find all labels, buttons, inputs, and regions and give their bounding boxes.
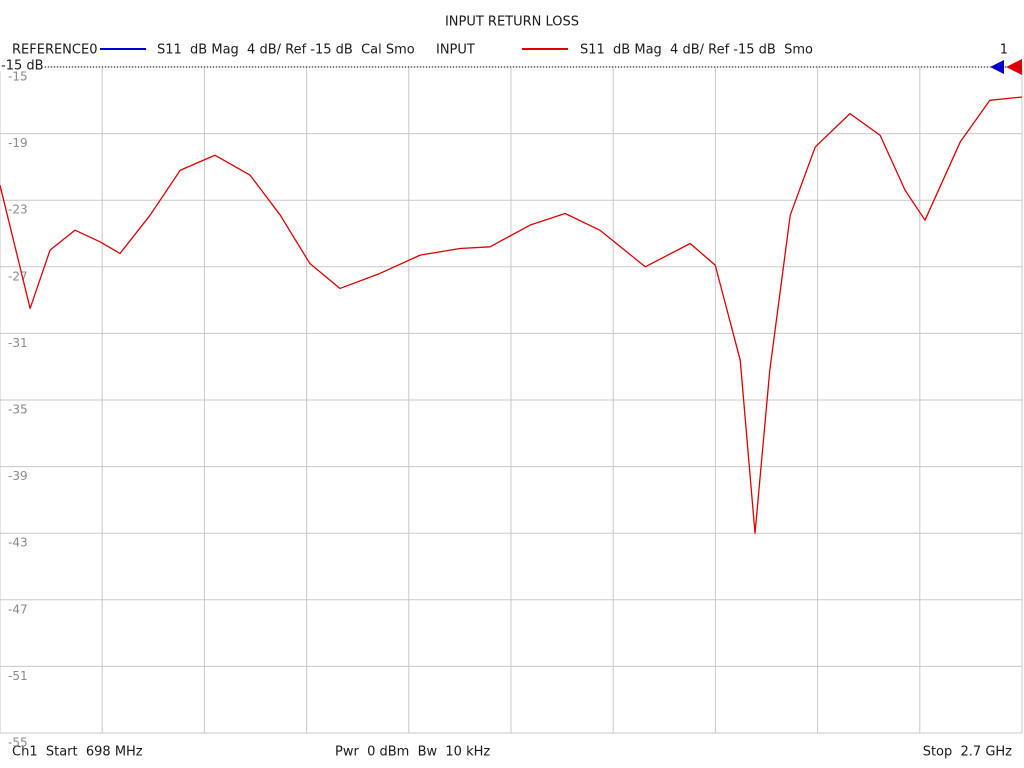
power-label: Pwr 0 dBm Bw 10 kHz: [335, 745, 490, 760]
stop-label: Stop 2.7 GHz: [923, 745, 1012, 760]
y-tick-label: -19: [8, 136, 28, 150]
y-tick-label: -15: [8, 70, 28, 84]
reference-marker: [1006, 59, 1022, 75]
start-label: Ch1 Start 698 MHz: [12, 745, 143, 760]
trace-number: 1: [1000, 43, 1008, 58]
legend-label: REFERENCE0: [12, 43, 97, 58]
y-tick-label: -27: [8, 269, 28, 283]
chart-title: INPUT RETURN LOSS: [445, 15, 579, 30]
legend-description: S11 dB Mag 4 dB/ Ref -15 dB Cal Smo: [157, 43, 415, 58]
y-tick-label: -43: [8, 536, 28, 550]
legend-description: S11 dB Mag 4 dB/ Ref -15 dB Smo: [580, 43, 813, 58]
y-tick-label: -51: [8, 669, 28, 683]
y-tick-label: -23: [8, 203, 28, 217]
reference-label: -15 dB: [1, 59, 44, 74]
y-tick-label: -47: [8, 602, 28, 616]
legend-label: INPUT: [436, 43, 475, 58]
y-tick-label: -35: [8, 403, 28, 417]
reference-label-bg: [0, 59, 44, 71]
y-tick-label: -55: [8, 736, 28, 750]
y-tick-label: -31: [8, 336, 28, 350]
trace: [0, 96, 1023, 534]
reference-marker: [990, 60, 1004, 74]
y-tick-label: -39: [8, 469, 28, 483]
